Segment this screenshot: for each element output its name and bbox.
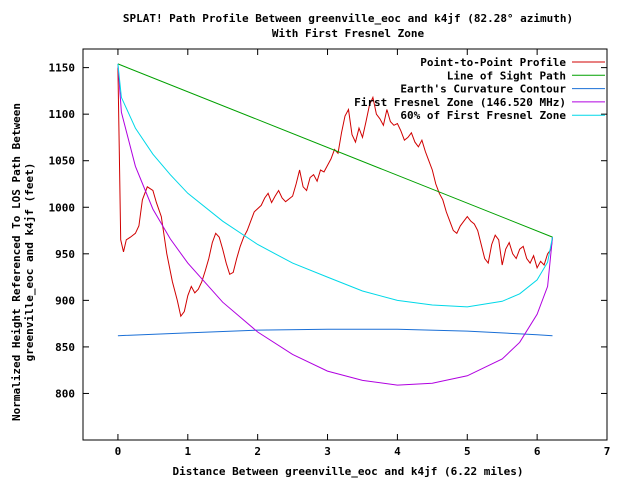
- legend-label-point-to-point-profile: Point-to-Point Profile: [420, 56, 566, 69]
- y-tick-label: 950: [55, 248, 75, 261]
- series-line-line-of-sight-path: [117, 63, 553, 238]
- x-tick-label: 5: [464, 445, 471, 458]
- chart-subtitle: With First Fresnel Zone: [272, 27, 425, 40]
- chart-title: SPLAT! Path Profile Between greenville_e…: [123, 12, 573, 25]
- series-line-earth-s-curvature-contour: [117, 328, 553, 337]
- x-tick-label: 2: [254, 445, 261, 458]
- legend-label-line-of-sight-path: Line of Sight Path: [447, 69, 566, 82]
- legend-label-first-fresnel-zone-146-520-mhz: First Fresnel Zone (146.520 MHz): [354, 96, 566, 109]
- y-axis-label: Normalized Height Referenced To LOS Path…: [10, 103, 36, 421]
- x-tick-label: 1: [184, 445, 191, 458]
- y-tick-label: 900: [55, 294, 75, 307]
- legend-label-earth-s-curvature-contour: Earth's Curvature Contour: [400, 83, 566, 96]
- y-axis-label-line-1: Normalized Height Referenced To LOS Path…: [10, 103, 23, 421]
- y-axis-label-line-2: greenville_eoc and k4jf (feet): [23, 163, 36, 362]
- x-tick-label: 0: [115, 445, 122, 458]
- y-tick-label: 1150: [49, 62, 76, 75]
- y-tick-label: 800: [55, 387, 75, 400]
- x-axis-label: Distance Between greenville_eoc and k4jf…: [173, 465, 524, 478]
- series-lines: [117, 63, 553, 386]
- x-tick-label: 4: [394, 445, 401, 458]
- x-tick-label: 6: [534, 445, 541, 458]
- x-tick-label: 3: [324, 445, 331, 458]
- plot-area-frame: [82, 48, 608, 441]
- y-tick-label: 1100: [49, 108, 76, 121]
- y-tick-label: 1050: [49, 155, 76, 168]
- series-line-point-to-point-profile: [117, 67, 553, 318]
- legend-label-60-of-first-fresnel-zone: 60% of First Fresnel Zone: [400, 109, 566, 122]
- series-line-first-fresnel-zone-146-520-mhz: [117, 63, 553, 386]
- series-line-60-of-first-fresnel-zone: [117, 63, 553, 308]
- y-axis: 800 850 900 950 1000 1050 1100 1150: [49, 62, 607, 400]
- x-tick-label: 7: [604, 445, 611, 458]
- y-tick-label: 1000: [49, 201, 76, 214]
- y-tick-label: 850: [55, 341, 75, 354]
- x-axis: 0 1 2 3 4 5 6 7: [115, 49, 611, 458]
